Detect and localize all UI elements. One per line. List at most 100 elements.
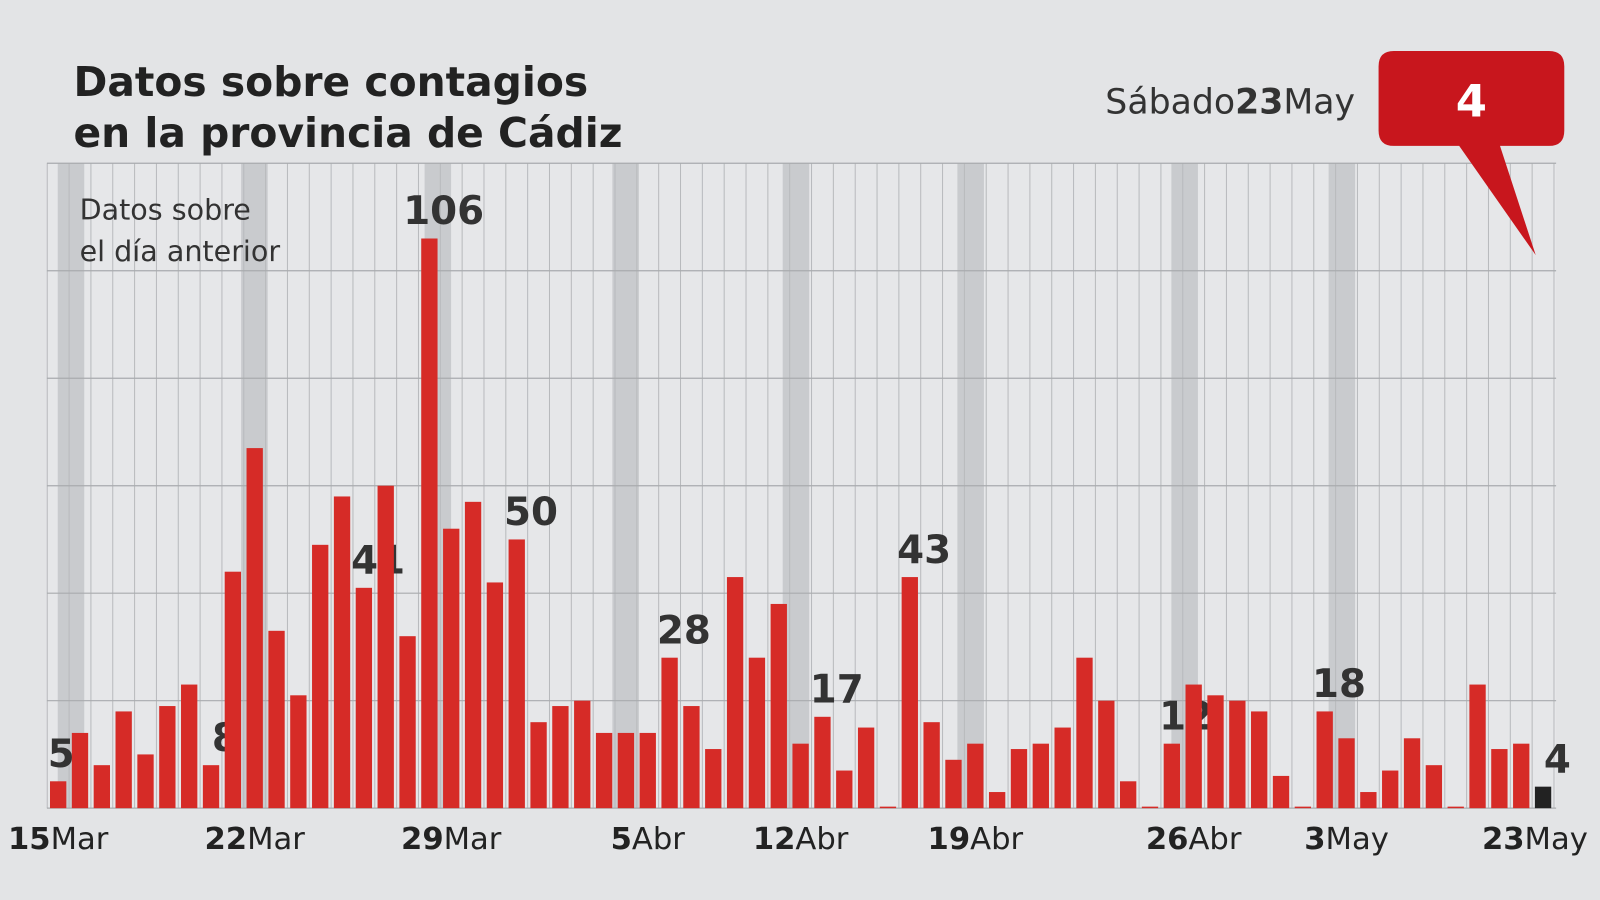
x-tick-label: 22Mar	[205, 822, 306, 857]
bar	[1120, 781, 1137, 809]
bar	[530, 722, 547, 809]
data-label: 43	[897, 528, 951, 573]
bar	[1076, 657, 1093, 809]
bar	[1316, 711, 1333, 809]
bar	[355, 587, 373, 809]
data-label: 18	[1312, 662, 1366, 707]
bar	[443, 528, 460, 809]
bar	[1491, 749, 1508, 809]
chart-title: en la provincia de Cádiz	[73, 109, 622, 157]
bar	[857, 727, 875, 809]
bar	[1294, 806, 1312, 809]
chart-title: Datos sobre contagios	[73, 58, 588, 106]
bar	[421, 238, 438, 809]
bar	[574, 700, 591, 809]
bar	[901, 577, 918, 809]
bar	[202, 765, 220, 809]
bar	[1447, 806, 1464, 809]
bar	[486, 582, 504, 809]
bar	[1469, 684, 1486, 809]
data-label: 106	[403, 189, 484, 234]
bar	[1098, 700, 1115, 809]
bar	[748, 657, 766, 809]
date-label: 26Abr	[1146, 822, 1242, 857]
chart-subtitle: Datos sobre	[80, 192, 251, 226]
bar	[792, 743, 809, 809]
bar	[770, 603, 787, 809]
bar	[312, 544, 329, 809]
x-tick-label: 5Abr	[611, 822, 686, 857]
bar	[1360, 792, 1377, 809]
data-label: 17	[810, 668, 864, 713]
bar	[115, 711, 132, 809]
bar	[661, 657, 678, 809]
data-label: 4	[1544, 737, 1571, 782]
bar	[1251, 711, 1268, 809]
bar	[377, 485, 394, 809]
x-tick-label: 19Abr	[928, 822, 1024, 857]
bar	[399, 636, 416, 809]
bar	[1010, 749, 1028, 809]
date-label: 3May	[1304, 822, 1389, 857]
bar	[1163, 743, 1180, 809]
bar	[726, 577, 744, 809]
bar	[836, 770, 853, 809]
bar	[159, 706, 176, 809]
x-tick-label: 26Abr	[1146, 822, 1242, 857]
date-label: 23May	[1235, 82, 1355, 122]
bar	[1032, 743, 1049, 809]
bar	[1425, 765, 1443, 809]
bar	[1185, 684, 1202, 809]
bar	[1338, 738, 1355, 809]
bar	[1229, 700, 1246, 809]
date-label: 23May	[1482, 822, 1588, 857]
date-label: 19Abr	[928, 822, 1024, 857]
bar	[1534, 786, 1552, 809]
bar	[290, 695, 307, 809]
bar	[464, 501, 482, 809]
x-tick-label: 29Mar	[401, 822, 502, 857]
bar	[595, 732, 613, 809]
bar	[923, 722, 940, 809]
bar	[1513, 743, 1530, 809]
bar	[879, 806, 897, 809]
bar	[246, 448, 263, 809]
bar	[1207, 695, 1224, 809]
bar	[988, 792, 1006, 809]
bar	[224, 571, 242, 809]
bar	[181, 684, 198, 809]
callout	[1378, 51, 1565, 256]
x-tick-label: 15Mar	[8, 822, 109, 857]
bar	[1272, 775, 1290, 809]
date-label: 5Abr	[611, 822, 686, 857]
bar	[967, 743, 984, 809]
bar	[705, 749, 722, 809]
date-label: 15Mar	[8, 822, 109, 857]
bar	[50, 781, 67, 809]
bar	[137, 754, 154, 809]
x-tick-label: 23May	[1482, 822, 1588, 857]
date-label: 12Abr	[753, 822, 849, 857]
highlight-date: Sábado23May	[1105, 82, 1355, 122]
bar	[945, 759, 962, 809]
bar	[683, 706, 700, 809]
x-tick-label: 3May	[1304, 822, 1389, 857]
data-label: 50	[504, 490, 558, 535]
bar	[1403, 738, 1421, 809]
data-label: 5	[48, 732, 75, 777]
bar	[1382, 770, 1399, 809]
bar	[814, 716, 831, 809]
date-label: 22Mar	[205, 822, 306, 857]
bar	[552, 706, 569, 809]
bar	[1054, 727, 1071, 809]
bar	[639, 732, 656, 809]
bar	[1141, 806, 1159, 809]
data-label: 28	[657, 608, 711, 653]
highlight-day: Sábado	[1105, 82, 1235, 122]
bar	[508, 539, 525, 809]
bar	[268, 630, 285, 809]
bar	[71, 732, 89, 809]
bar	[333, 496, 351, 809]
